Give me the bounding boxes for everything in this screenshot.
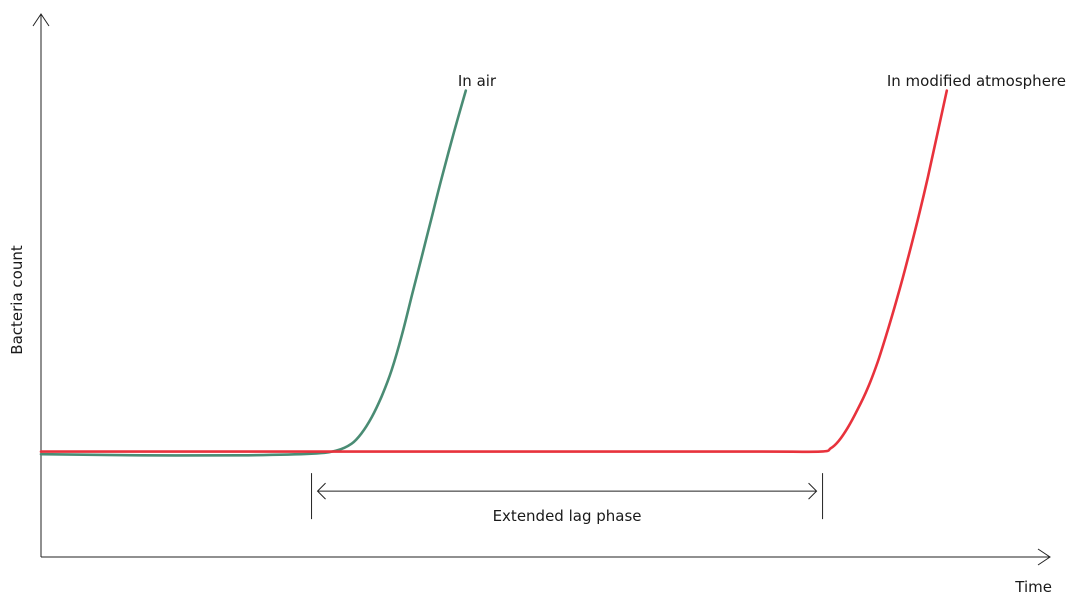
series-line-in-air bbox=[39, 89, 468, 457]
series-labels: In air In modified atmosphere bbox=[458, 72, 1066, 90]
series-line-in-modified-atmosphere bbox=[39, 89, 949, 454]
y-axis-label: Bacteria count bbox=[8, 245, 26, 355]
lag-phase-annotation: Extended lag phase bbox=[311, 473, 824, 525]
lag-phase-left-arrow-icon bbox=[316, 482, 326, 500]
axes bbox=[32, 13, 1051, 566]
series-group bbox=[39, 89, 949, 457]
series-label-modified-atmosphere: In modified atmosphere bbox=[887, 72, 1066, 90]
series-label-in-air: In air bbox=[458, 72, 497, 90]
x-axis-label: Time bbox=[1014, 578, 1052, 596]
lag-phase-label: Extended lag phase bbox=[493, 507, 642, 525]
y-axis-arrow-icon bbox=[32, 13, 50, 27]
x-axis-arrow-icon bbox=[1037, 548, 1051, 566]
lag-phase-right-arrow-icon bbox=[808, 482, 818, 500]
